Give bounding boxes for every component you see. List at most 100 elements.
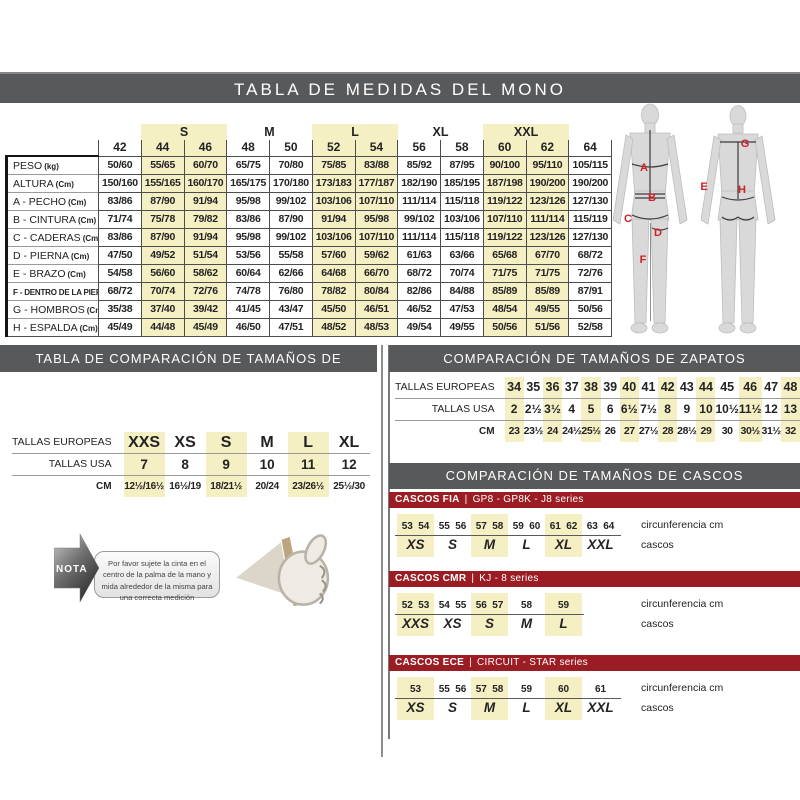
measure-value-cell: 61/63 — [397, 246, 442, 265]
size-value-cell: 11½ — [738, 398, 762, 421]
measure-value-cell: 127/130 — [568, 192, 613, 211]
measure-label-text: C - CADERAS — [13, 232, 81, 244]
measure-value-cell: 85/89 — [525, 282, 570, 301]
suit-measure-row: E - BRAZO (Cm) 54/58 56/60 58/62 60/64 62/66 64… — [5, 264, 613, 283]
size-value-cell: XXS — [123, 432, 165, 454]
size-column-60: 60 — [482, 140, 527, 156]
helmet-circumference-values: 55 56 — [434, 680, 471, 698]
helmet-size-label: L — [559, 616, 568, 631]
body-marker-c: C — [624, 213, 632, 225]
measure-row-label: E - BRAZO (Cm) — [5, 264, 99, 283]
measure-unit-text: (Cm) — [79, 324, 98, 333]
size-value-cell: 10 — [246, 453, 288, 476]
circumference-value: 55 — [438, 520, 450, 532]
circumference-value: 59 — [512, 520, 524, 532]
suit-measure-row: H - ESPALDA (Cm) 45/49 44/48 45/49 46/50 47/51… — [5, 318, 613, 337]
size-value-cell: 12½/16½ — [123, 475, 165, 497]
measure-value-cell: 103/106 — [311, 228, 356, 247]
size-column-46: 46 — [183, 140, 227, 156]
measure-value-cell: 107/110 — [482, 210, 527, 229]
measure-value-cell: 111/114 — [397, 228, 442, 247]
measure-value-cell: 123/126 — [525, 192, 570, 211]
note-arrow-icon: NOTA — [54, 533, 100, 603]
size-value-cell: 32 — [780, 420, 800, 442]
circumference-value: 56 — [455, 683, 467, 695]
measure-unit-text: (Cm) — [78, 216, 97, 225]
size-value-cell: 30½ — [738, 420, 762, 442]
size-column-56: 56 — [397, 140, 441, 156]
measure-value-cell: 78/82 — [311, 282, 356, 301]
shoes-size-table: TALLAS EUROPEAS 34 35 36 37 38 39 40 41 42 43 44 45 4… — [395, 377, 800, 442]
helmet-circumference-values: 59 60 — [508, 517, 545, 535]
measure-value-cell: 48/53 — [354, 318, 399, 337]
size-group-spacer — [569, 124, 612, 140]
helmet-standard-name: CASCOS CMR — [395, 573, 467, 584]
helmet-size-label: S — [447, 700, 457, 715]
suit-measure-row: C - CADERAS(Cm)83/8687/9091/9495/9899/10… — [5, 228, 613, 247]
measure-value-cell: 79/82 — [183, 210, 228, 229]
sizes-axis-label: cascos — [641, 618, 674, 630]
measure-value-cell: 47/53 — [440, 300, 484, 319]
helmet-size-grid: 52 53 XXS 54 55 XS 56 57 S 58 M 59 L — [395, 593, 584, 636]
size-value-cell: 28½ — [677, 425, 697, 437]
measure-value-cell: 87/90 — [140, 228, 185, 247]
suit-measure-row: F - DENTRO DE LA PIERNA(Cm)68/7270/7472/… — [5, 282, 613, 301]
helmet-size-grid: 53 54 XS 55 56 S 57 58 M 59 60 L 61 62 XL 63 64 XXL — [395, 514, 621, 557]
measure-value-cell: 68/72 — [397, 264, 442, 283]
measure-value-cell: 66/70 — [354, 264, 399, 283]
shoes-table-row: TALLAS EUROPEAS 34 35 36 37 38 39 40 41 42 43 44 45 4… — [395, 377, 800, 399]
measure-value-cell: 54/58 — [98, 264, 142, 283]
measure-value-cell: 127/130 — [568, 228, 613, 247]
measure-value-cell: 48/52 — [311, 318, 356, 337]
measure-value-cell: 76/80 — [269, 282, 313, 301]
helmet-size-label: M — [483, 537, 496, 552]
helmet-circumference-values: 55 56 — [434, 517, 471, 535]
size-group-spacer — [99, 124, 142, 140]
measure-value-cell: 80/84 — [354, 282, 399, 301]
helmet-series-bar: CASCOS FIA | GP8 - GP8K - J8 series — [389, 492, 800, 508]
measure-unit-text: (Cm) — [82, 234, 99, 243]
measure-value-cell: 155/165 — [140, 174, 185, 193]
measure-value-cell: 85/92 — [397, 155, 442, 175]
circumference-value: 52 — [401, 599, 413, 611]
measure-value-cell: 99/102 — [269, 192, 313, 211]
helmet-circumference-values: 56 57 — [471, 596, 508, 614]
helmet-size-label: S — [484, 616, 494, 631]
size-value-cell: 35 — [523, 377, 543, 399]
circumference-value: 57 — [475, 520, 487, 532]
measure-value-cell: 71/75 — [525, 264, 570, 283]
circumference-axis-label: circunferencia cm — [641, 519, 724, 531]
measure-value-cell: 170/180 — [269, 174, 313, 193]
helmet-size-label: S — [447, 537, 457, 552]
helmet-size-group-s: 56 57 S — [471, 593, 508, 636]
measure-value-cell: 173/183 — [311, 174, 356, 193]
size-value-cell: 4 — [562, 398, 582, 421]
helmet-series-name: KJ - 8 series — [479, 573, 539, 584]
helmet-size-label: L — [522, 700, 531, 715]
measure-value-cell: 68/72 — [568, 246, 613, 265]
suit-label-spacer — [7, 140, 99, 156]
size-value-cell: 2 — [504, 398, 524, 421]
helmet-size-label: XXS — [401, 616, 429, 631]
circumference-value: 56 — [475, 599, 487, 611]
measure-value-cell: 90/100 — [482, 155, 527, 175]
measure-value-cell: 45/50 — [311, 300, 356, 319]
measure-value-cell: 95/98 — [226, 228, 270, 247]
measure-unit-text: (Cm) — [68, 198, 87, 207]
circumference-value: 60 — [529, 520, 541, 532]
helmet-size-group-l: 59 L — [545, 593, 582, 636]
suit-measure-row: G - HOMBROS(Cm)35/3837/4039/4241/4543/47… — [5, 300, 613, 319]
measure-value-cell: 62/66 — [269, 264, 313, 283]
helmet-circumference-values: 57 58 — [471, 680, 508, 698]
measure-value-cell: 49/52 — [140, 246, 185, 265]
circumference-value: 61 — [594, 683, 607, 695]
measure-label-text: A - PECHO — [13, 196, 67, 208]
measure-value-cell: 111/114 — [525, 210, 570, 229]
helmet-circumference-values: 54 55 — [434, 596, 471, 614]
circumference-value: 63 — [586, 520, 598, 532]
measure-value-cell: 60/64 — [226, 264, 270, 283]
size-value-cell: 27½ — [638, 425, 659, 437]
suit-measure-row: ALTURA (Cm) 150/160 155/165 160/170 165/175 17… — [5, 174, 613, 193]
size-value-cell: 18/21½ — [205, 475, 247, 497]
